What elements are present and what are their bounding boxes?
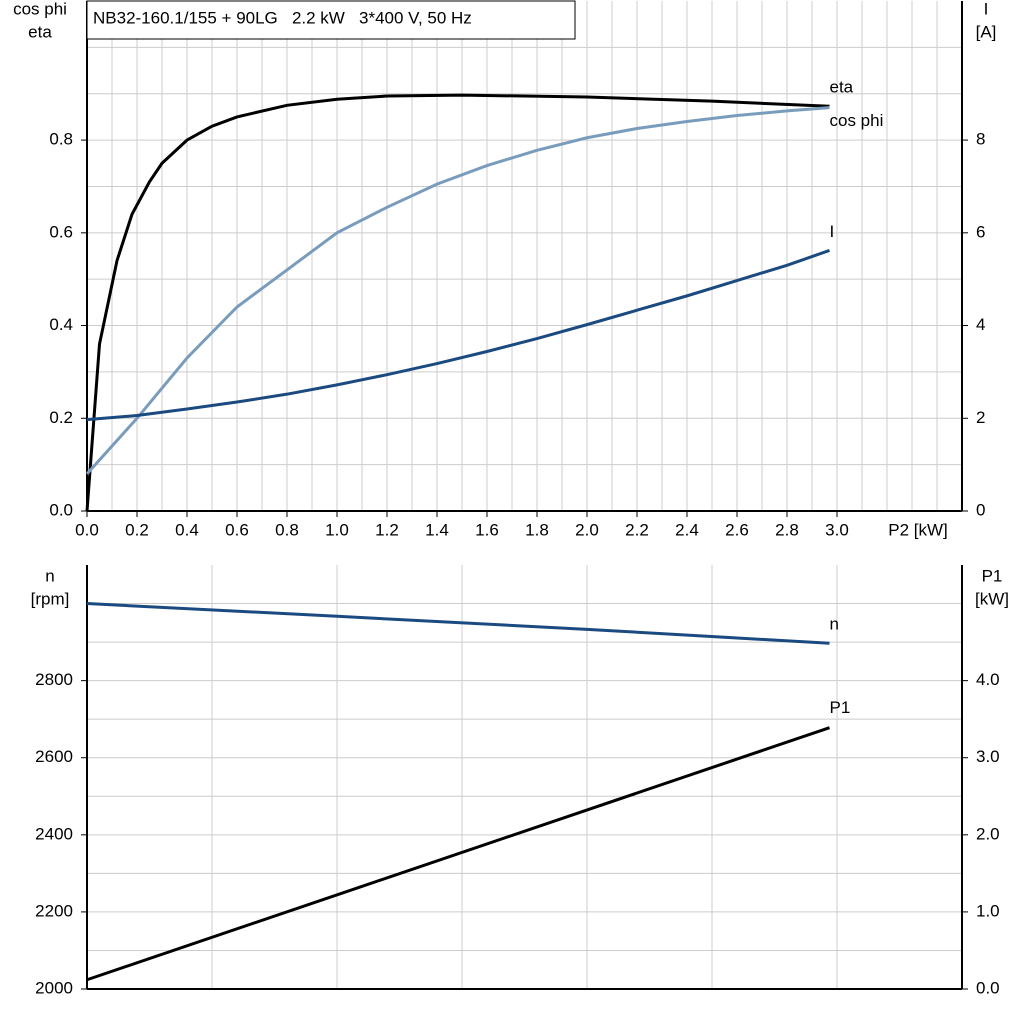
x-tick-label: 0.2 — [125, 520, 149, 539]
x-tick-label: 1.4 — [425, 520, 449, 539]
y-tick-label: 2400 — [35, 824, 73, 843]
y2-tick-label: 6 — [976, 222, 985, 241]
x-tick-label: 2.4 — [675, 520, 699, 539]
series-label: I — [830, 222, 835, 241]
series-line — [86, 726, 830, 982]
x-tick-label: 2.8 — [775, 520, 799, 539]
y-tick-label: 0.4 — [49, 315, 73, 334]
series-line — [85, 106, 830, 475]
series-line — [86, 602, 830, 645]
x-axis-label: P2 [kW] — [888, 520, 948, 539]
x-tick-label: 0.4 — [175, 520, 199, 539]
y2-tick-label: 4.0 — [976, 670, 1000, 689]
y-tick-label: 0.8 — [49, 130, 73, 149]
y-tick-label: 2000 — [35, 978, 73, 997]
x-tick-label: 3.0 — [825, 520, 849, 539]
y-tick-label: 0.6 — [49, 222, 73, 241]
y2-tick-label: 0.0 — [976, 978, 1000, 997]
y2-tick-label: 2 — [976, 408, 985, 427]
y2-axis-label: P1 — [982, 566, 1003, 585]
y2-tick-label: 8 — [976, 130, 985, 149]
y2-tick-label: 4 — [976, 315, 985, 334]
x-tick-label: 1.6 — [475, 520, 499, 539]
y-axis-label: cos phi — [13, 0, 67, 18]
y-tick-label: 0.2 — [49, 408, 73, 427]
series-label: P1 — [830, 698, 851, 717]
y-tick-label: 2200 — [35, 901, 73, 920]
y2-axis-label: I — [984, 0, 989, 18]
y2-axis-label: [A] — [976, 22, 997, 41]
y-tick-label: 2600 — [35, 747, 73, 766]
y2-tick-label: 3.0 — [976, 747, 1000, 766]
y2-tick-label: 0 — [976, 500, 985, 519]
y2-tick-label: 1.0 — [976, 901, 1000, 920]
series-line — [85, 93, 830, 512]
x-tick-label: 1.0 — [325, 520, 349, 539]
series-label: cos phi — [830, 111, 884, 130]
x-tick-label: 0.0 — [75, 520, 99, 539]
y-tick-label: 0.0 — [49, 500, 73, 519]
title-box — [86, 0, 576, 40]
x-tick-label: 0.6 — [225, 520, 249, 539]
chart-title: NB32-160.1/155 + 90LG 2.2 kW 3*400 V, 50… — [93, 8, 472, 27]
x-tick-label: 0.8 — [275, 520, 299, 539]
y-axis-label: [rpm] — [31, 589, 70, 608]
y-tick-label: 2800 — [35, 670, 73, 689]
x-tick-label: 2.6 — [725, 520, 749, 539]
y-axis-label: eta — [28, 22, 52, 41]
series-label: eta — [830, 78, 854, 97]
x-tick-label: 2.2 — [625, 520, 649, 539]
series-label: n — [830, 615, 839, 634]
x-tick-label: 2.0 — [575, 520, 599, 539]
y2-tick-label: 2.0 — [976, 824, 1000, 843]
x-tick-label: 1.8 — [525, 520, 549, 539]
x-tick-label: 1.2 — [375, 520, 399, 539]
y-axis-label: n — [45, 566, 54, 585]
y2-axis-label: [kW] — [975, 589, 1009, 608]
series-line — [86, 249, 830, 422]
